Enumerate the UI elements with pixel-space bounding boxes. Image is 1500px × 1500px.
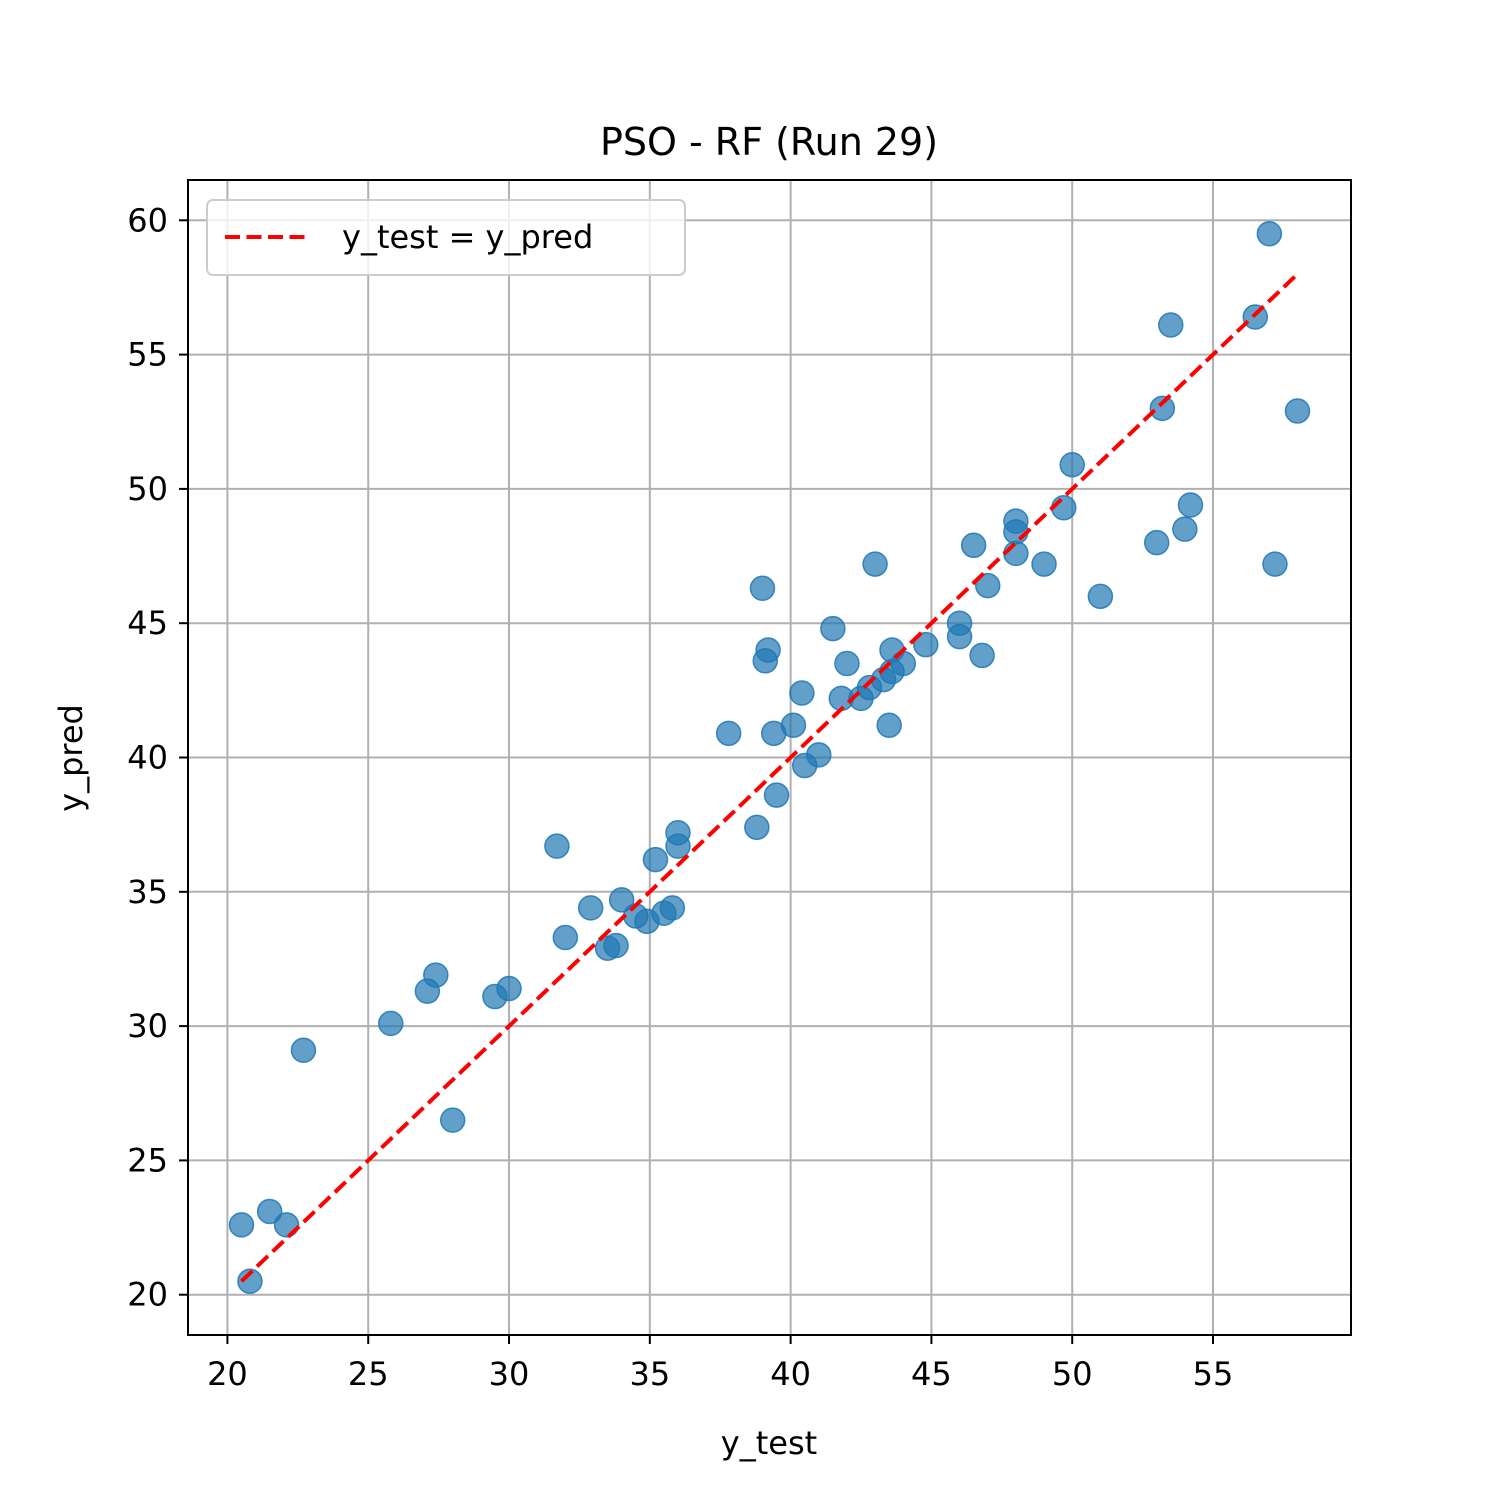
scatter-point bbox=[552, 924, 579, 951]
scatter-point bbox=[715, 720, 742, 747]
y-tick-label: 25 bbox=[127, 1141, 168, 1179]
scatter-point bbox=[290, 1037, 317, 1064]
scatter-point bbox=[1143, 529, 1170, 556]
y-tick-label: 35 bbox=[127, 873, 168, 911]
y-tick-label: 45 bbox=[127, 604, 168, 642]
scatter-point bbox=[1059, 451, 1085, 478]
y-tick-label: 60 bbox=[127, 201, 168, 239]
y-axis-label: y_pred bbox=[52, 704, 90, 812]
x-tick-label: 25 bbox=[348, 1355, 389, 1393]
x-tick-label: 55 bbox=[1193, 1355, 1234, 1393]
scatter-point bbox=[969, 642, 995, 669]
x-tick-label: 50 bbox=[1052, 1355, 1093, 1393]
y-tick-label: 30 bbox=[127, 1007, 168, 1045]
x-tick-label: 30 bbox=[489, 1355, 530, 1393]
x-axis-label: y_test bbox=[721, 1424, 817, 1462]
scatter-point bbox=[780, 712, 807, 739]
grid bbox=[188, 180, 1351, 1335]
scatter-point bbox=[544, 833, 570, 859]
scatter-point bbox=[862, 551, 888, 577]
scatter-point bbox=[806, 742, 832, 768]
scatter-point bbox=[913, 631, 939, 658]
scatter-point bbox=[273, 1212, 300, 1238]
scatter-point bbox=[876, 712, 902, 739]
scatter-point bbox=[749, 575, 776, 602]
x-tick-label: 20 bbox=[207, 1355, 248, 1393]
scatter-point bbox=[820, 615, 846, 642]
scatter-point bbox=[890, 650, 917, 677]
scatter-point bbox=[1158, 312, 1184, 338]
scatter-point bbox=[439, 1107, 466, 1133]
scatter-point bbox=[659, 895, 686, 921]
y-tick-label: 55 bbox=[127, 336, 168, 374]
y-tick-label: 40 bbox=[127, 739, 168, 777]
legend: y_test = y_pred bbox=[206, 199, 686, 276]
scatter-point bbox=[608, 887, 635, 913]
scatter-point bbox=[744, 814, 770, 841]
scatter-point bbox=[1031, 551, 1057, 577]
scatter-point bbox=[237, 1268, 263, 1295]
y-tick-label: 50 bbox=[127, 470, 168, 508]
scatter-point bbox=[256, 1198, 283, 1225]
scatter-point bbox=[1087, 583, 1114, 610]
scatter-point bbox=[496, 975, 522, 1002]
scatter-point bbox=[1262, 551, 1288, 577]
scatter-point bbox=[642, 846, 669, 873]
scatter-point bbox=[603, 932, 629, 959]
scatter-point bbox=[834, 650, 860, 677]
data-points bbox=[228, 220, 1311, 1295]
scatter-point bbox=[755, 637, 781, 663]
scatter-point bbox=[577, 895, 604, 921]
scatter-point bbox=[763, 782, 790, 808]
x-tick-label: 45 bbox=[911, 1355, 952, 1393]
axis-ticks: 20 25 30 35 40 45 50 55 20 25 30 35 40 45 50 55 60 bbox=[127, 201, 1233, 1393]
scatter-point bbox=[423, 962, 449, 988]
reference-line bbox=[240, 272, 1299, 1283]
x-tick-label: 35 bbox=[629, 1355, 670, 1393]
scatter-point bbox=[1177, 492, 1204, 518]
x-tick-label: 40 bbox=[770, 1355, 811, 1393]
scatter-point bbox=[1256, 220, 1283, 247]
scatter-point bbox=[946, 623, 973, 650]
chart-title: PSO - RF (Run 29) bbox=[600, 120, 938, 164]
reference-line-layer bbox=[240, 272, 1299, 1283]
scatter-point bbox=[1172, 516, 1198, 542]
scatter-point bbox=[960, 532, 987, 559]
scatter-point bbox=[665, 819, 691, 846]
scatter-point bbox=[1149, 395, 1176, 422]
scatter-point bbox=[789, 680, 815, 706]
scatter-point bbox=[378, 1010, 404, 1037]
scatter-point bbox=[228, 1212, 255, 1238]
legend-box bbox=[206, 199, 686, 276]
y-tick-label: 20 bbox=[127, 1276, 168, 1314]
legend-entry-label: y_test = y_pred bbox=[342, 218, 593, 256]
scatter-point bbox=[974, 572, 1001, 599]
scatter-point bbox=[1284, 398, 1311, 424]
